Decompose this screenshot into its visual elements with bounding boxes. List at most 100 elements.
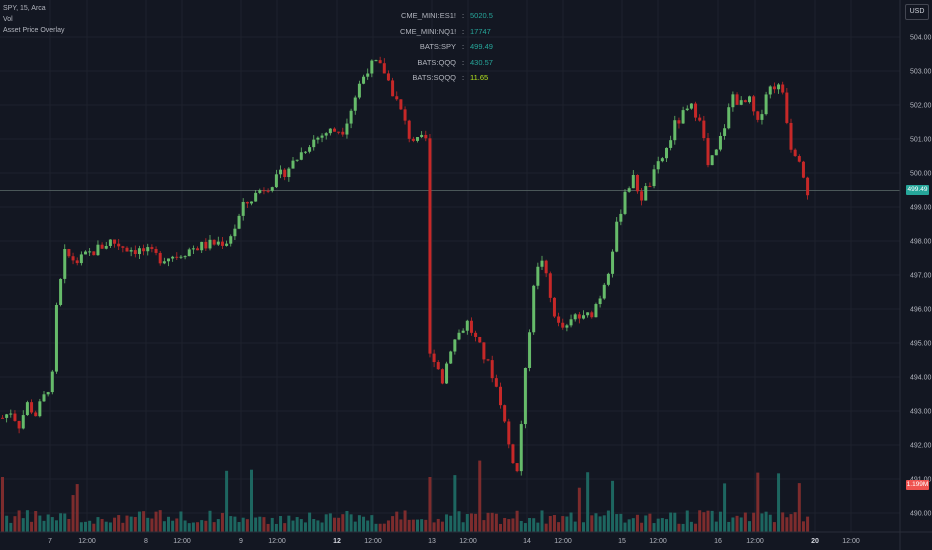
candle-body [59, 278, 63, 305]
volume-bar [727, 521, 731, 532]
volume-bar [631, 518, 635, 532]
candle-body [635, 174, 639, 192]
candle-body [478, 336, 482, 343]
volume-bar [457, 511, 461, 532]
x-tick-label: 8 [144, 538, 148, 545]
volume-bar [428, 477, 432, 532]
candle-body [84, 251, 87, 255]
volume-bar [21, 518, 25, 532]
overlay-indicator-label[interactable]: Asset Price Overlay [3, 27, 65, 34]
volume-bar [125, 515, 129, 532]
currency-button[interactable]: USD [905, 4, 929, 20]
overlay-colon: : [461, 57, 465, 67]
volume-bar [461, 522, 465, 532]
candle-body [374, 60, 378, 62]
volume-bar [582, 522, 585, 532]
candle-body [366, 73, 370, 77]
candle-body [362, 76, 366, 84]
volume-bar [250, 469, 253, 532]
candle-body [117, 243, 121, 247]
volume-bar [681, 523, 685, 532]
candle-body [146, 247, 150, 252]
candle-body [183, 256, 187, 258]
volume-bar [357, 515, 361, 532]
volume-bar [424, 519, 428, 532]
volume-bar [698, 510, 702, 532]
volume-bar [640, 522, 644, 532]
candle-body [42, 394, 46, 402]
volume-bar [196, 522, 200, 532]
volume-bar [407, 519, 411, 532]
volume-bar [710, 510, 714, 532]
candle-body [586, 312, 590, 316]
overlay-value: 17747 [470, 26, 491, 36]
volume-bar [544, 523, 548, 532]
overlay-row: BATS:QQQ : 430.57 [400, 55, 510, 71]
x-tick-label: 12:00 [554, 538, 572, 545]
volume-bar [254, 517, 258, 532]
volume-bar [171, 520, 175, 532]
candle-body [540, 260, 544, 267]
volume-bar [42, 520, 46, 532]
volume-bar [490, 512, 494, 532]
candle-body [689, 103, 693, 109]
candle-body [21, 415, 25, 429]
candle-body [17, 420, 21, 429]
y-tick-label: 495.00 [910, 341, 932, 348]
candle-body [623, 191, 627, 214]
candle-body [225, 243, 229, 246]
volume-bar [38, 515, 42, 532]
candle-body [565, 325, 569, 328]
candle-body [727, 107, 731, 129]
volume-bar [660, 518, 664, 532]
y-tick-label: 498.00 [910, 239, 932, 246]
candle-body [482, 342, 486, 360]
volume-bar [478, 460, 482, 532]
candle-body [382, 63, 386, 74]
volume-bar [283, 523, 287, 532]
candle-body [71, 256, 75, 261]
volume-bar [67, 518, 71, 532]
volume-bar [536, 522, 540, 532]
volume-bar [627, 519, 631, 532]
candle-body [171, 256, 175, 259]
volume-bar [200, 520, 204, 532]
volume-bar [590, 515, 594, 532]
candle-body [287, 168, 291, 178]
overlay-symbol: CME_MINI:NQ1! [400, 26, 457, 36]
overlay-symbol: BATS:SPY [419, 42, 456, 52]
candle-body [274, 174, 278, 188]
candle-body [137, 248, 141, 255]
volume-bar [100, 519, 104, 532]
candle-body [656, 161, 660, 170]
candle-body [785, 92, 789, 123]
candle-body [652, 169, 656, 187]
volume-bar [694, 523, 698, 532]
overlay-value: 11.65 [470, 73, 489, 83]
candle-body [303, 151, 307, 153]
volume-bar [573, 521, 577, 532]
candle-body [125, 247, 129, 252]
volume-bar [395, 511, 399, 532]
volume-bar [445, 514, 449, 532]
candle-body [598, 298, 602, 305]
y-tick-label: 493.00 [910, 409, 932, 416]
volume-bar [399, 519, 403, 532]
candle-body [258, 190, 262, 193]
overlay-symbol: CME_MINI:ES1! [400, 11, 456, 21]
volume-bar [644, 515, 648, 532]
overlay-colon: : [461, 73, 465, 83]
candle-body [100, 244, 104, 249]
volume-bar [507, 519, 511, 532]
candle-body [316, 137, 320, 140]
volume-bar [84, 521, 87, 532]
overlay-symbol: BATS:QQQ [417, 57, 456, 67]
candle-body [88, 251, 92, 253]
candle-body [391, 80, 395, 97]
volume-bar [241, 517, 245, 532]
candle-body [669, 140, 673, 148]
candles [1, 56, 810, 476]
volume-bar [216, 519, 220, 532]
volume-indicator-label[interactable]: Vol [3, 16, 13, 23]
